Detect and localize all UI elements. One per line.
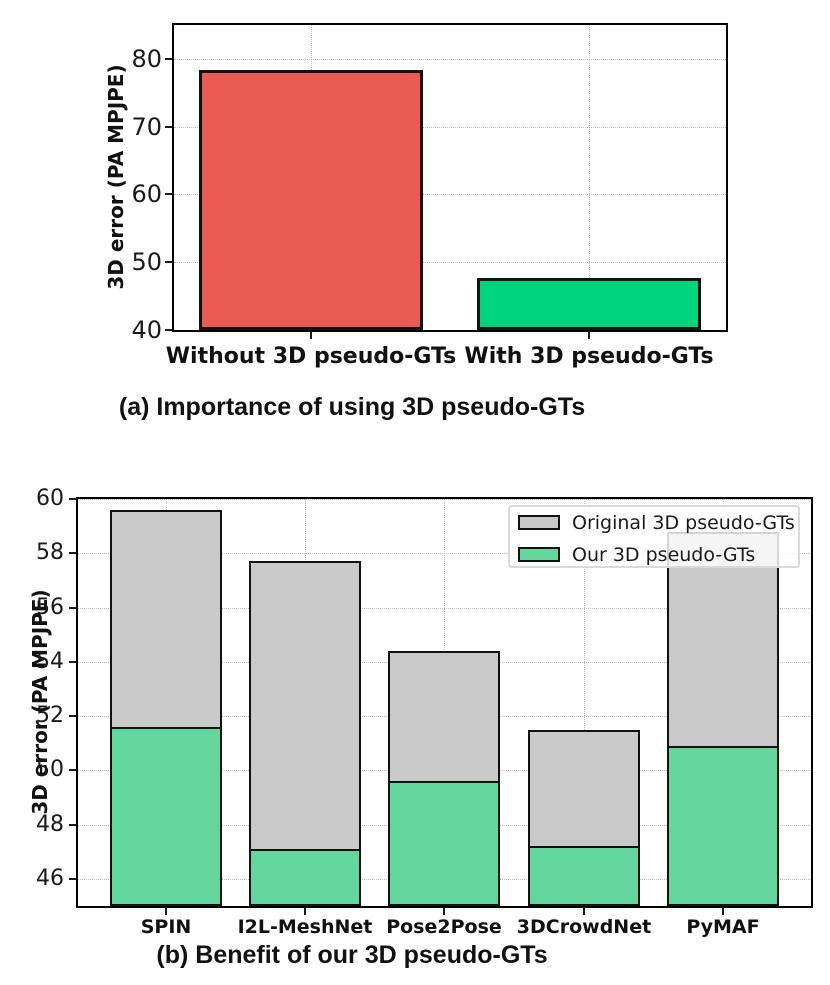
y-tick-mark: [69, 660, 76, 663]
legend-label-original: Original 3D pseudo-GTs: [572, 512, 795, 534]
grid-line-vertical: [589, 25, 590, 330]
y-tick-mark: [165, 193, 172, 196]
x-tick-mark: [443, 908, 445, 915]
y-tick-label: 80: [131, 44, 162, 73]
x-tick-mark: [165, 908, 167, 915]
bar-with-3d-pseudo-gts-values: [477, 277, 701, 330]
legend-label-ours: Our 3D pseudo-GTs: [572, 544, 756, 566]
y-tick-mark: [165, 329, 172, 331]
y-tick-mark: [69, 877, 76, 880]
bar-3dcrowdnet-our-3d-pseudo-gts: [528, 846, 640, 906]
category-label: PyMAF: [686, 916, 760, 938]
y-tick-mark: [69, 823, 76, 826]
y-tick-mark: [165, 57, 172, 60]
grid-line-horizontal: [174, 126, 726, 128]
chart-a-plot-area: [172, 23, 728, 332]
y-tick-mark: [69, 769, 76, 772]
y-tick-label: 46: [36, 865, 64, 891]
y-tick-label: 40: [131, 316, 162, 344]
chart-b-caption: (b) Benefit of our 3D pseudo-GTs: [156, 941, 548, 969]
y-tick-mark: [69, 498, 76, 500]
y-tick-label: 52: [36, 703, 64, 729]
grid-line-horizontal: [174, 58, 726, 60]
y-tick-label: 50: [131, 248, 162, 277]
y-tick-mark: [165, 125, 172, 128]
category-label: With 3D pseudo-GTs: [464, 344, 714, 369]
x-tick-mark: [310, 332, 312, 339]
category-label: Without 3D pseudo-GTs: [165, 344, 457, 369]
grid-line-horizontal: [174, 194, 726, 196]
y-tick-mark: [69, 552, 76, 555]
grid-line-horizontal: [174, 262, 726, 264]
x-tick-mark: [304, 908, 306, 915]
chart-b-plot-area: [76, 497, 813, 908]
y-tick-mark: [165, 261, 172, 264]
y-tick-label: 70: [131, 112, 162, 141]
category-label: I2L-MeshNet: [237, 916, 373, 938]
x-tick-mark: [588, 332, 590, 339]
y-tick-label: 48: [36, 811, 64, 837]
bar-i2l-meshnet-our-3d-pseudo-gts: [249, 849, 361, 906]
bar-spin-our-3d-pseudo-gts: [110, 726, 222, 906]
bar-pose2pose-our-3d-pseudo-gts: [388, 781, 500, 906]
y-tick-label: 54: [36, 648, 64, 674]
y-tick-mark: [69, 606, 76, 609]
grid-line-vertical: [584, 499, 585, 906]
y-tick-mark: [69, 715, 76, 718]
y-tick-label: 56: [36, 594, 64, 620]
x-tick-mark: [583, 908, 585, 915]
x-tick-mark: [722, 908, 724, 915]
legend-swatch-original: [518, 515, 560, 530]
y-tick-label: 60: [36, 486, 64, 511]
y-tick-label: 60: [131, 180, 162, 209]
y-tick-label: 58: [36, 540, 64, 566]
category-label: 3DCrowdNet: [516, 916, 652, 938]
chart-a-caption: (a) Importance of using 3D pseudo-GTs: [118, 393, 586, 421]
legend-swatch-ours: [518, 547, 560, 562]
bar-i2l-meshnet-original-3d-pseudo-gts: [249, 561, 361, 906]
category-label: SPIN: [140, 916, 192, 938]
legend: Original 3D pseudo-GTs Our 3D pseudo-GTs: [508, 505, 800, 568]
y-tick-label: 50: [36, 757, 64, 783]
category-label: Pose2Pose: [386, 916, 502, 938]
bar-without-3d-pseudo-gts-values: [199, 70, 423, 330]
bar-pymaf-our-3d-pseudo-gts: [667, 745, 779, 906]
